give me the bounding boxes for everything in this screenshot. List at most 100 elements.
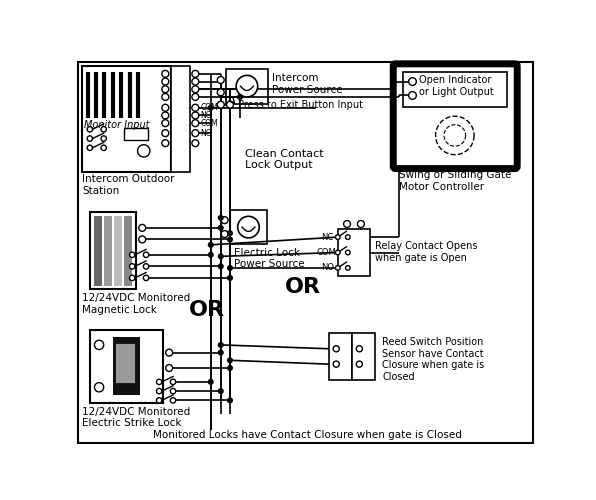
Circle shape [409, 78, 417, 86]
Circle shape [162, 70, 169, 78]
Circle shape [238, 216, 259, 238]
Bar [104, 216, 112, 286]
Text: Intercom Outdoor
Station: Intercom Outdoor Station [82, 174, 175, 196]
Text: OR: OR [285, 277, 321, 297]
Circle shape [129, 275, 135, 280]
Circle shape [336, 266, 340, 270]
Circle shape [346, 250, 350, 255]
Circle shape [95, 382, 104, 392]
Circle shape [209, 380, 213, 384]
Circle shape [87, 126, 92, 132]
Circle shape [129, 264, 135, 269]
Circle shape [226, 101, 234, 108]
Circle shape [228, 366, 232, 370]
Circle shape [144, 252, 149, 258]
Circle shape [219, 254, 223, 258]
Text: Relay Contact Opens
when gate is Open: Relay Contact Opens when gate is Open [375, 241, 477, 262]
Bar [82, 66, 170, 172]
Circle shape [87, 145, 92, 150]
Circle shape [192, 78, 199, 85]
Circle shape [219, 350, 223, 355]
Circle shape [157, 388, 162, 394]
Circle shape [219, 226, 223, 230]
Circle shape [228, 358, 232, 362]
Bar [125, 128, 148, 140]
Circle shape [219, 216, 223, 220]
Text: 12/24VDC Monitored
Electric Strike Lock: 12/24VDC Monitored Electric Strike Lock [82, 406, 190, 428]
Text: Monitor Input: Monitor Input [83, 120, 149, 130]
Circle shape [192, 94, 199, 100]
Bar [115, 344, 135, 384]
Circle shape [101, 145, 107, 150]
Text: Clean Contact
Lock Output: Clean Contact Lock Output [246, 148, 324, 170]
Circle shape [170, 388, 176, 394]
Circle shape [209, 242, 213, 247]
Text: Swing or Sliding Gate
Motor Controller: Swing or Sliding Gate Motor Controller [399, 170, 512, 192]
Circle shape [236, 76, 257, 97]
Circle shape [162, 94, 169, 100]
Bar [403, 72, 507, 107]
Circle shape [101, 136, 107, 141]
Bar [113, 337, 140, 395]
Circle shape [228, 237, 232, 242]
Circle shape [144, 264, 149, 269]
Circle shape [129, 252, 135, 258]
Circle shape [162, 112, 169, 119]
Text: OR: OR [189, 300, 225, 320]
Circle shape [192, 120, 199, 126]
Circle shape [238, 94, 243, 100]
Circle shape [192, 70, 199, 78]
Circle shape [219, 342, 223, 347]
Text: Reed Switch Position
Sensor have Contact
Closure when gate is
Closed: Reed Switch Position Sensor have Contact… [383, 337, 485, 382]
Circle shape [87, 136, 92, 141]
Bar [114, 216, 122, 286]
Circle shape [409, 92, 417, 100]
Circle shape [228, 398, 232, 402]
Circle shape [209, 252, 213, 257]
Text: Open Indicator
or Light Output: Open Indicator or Light Output [418, 76, 493, 97]
Circle shape [157, 379, 162, 384]
Text: Electric Lock
Power Source: Electric Lock Power Source [234, 248, 305, 270]
Circle shape [144, 275, 149, 280]
Circle shape [139, 236, 145, 243]
Circle shape [138, 144, 150, 157]
Circle shape [333, 346, 339, 352]
Text: Press to Exit Button Input: Press to Exit Button Input [238, 100, 363, 110]
Circle shape [346, 266, 350, 270]
Circle shape [192, 140, 199, 146]
Text: NO: NO [321, 264, 334, 272]
Circle shape [218, 101, 224, 108]
Bar [338, 230, 370, 276]
Circle shape [218, 76, 224, 84]
Circle shape [192, 112, 199, 119]
Circle shape [162, 130, 169, 136]
Text: Intercom
Power Source: Intercom Power Source [272, 73, 343, 94]
Bar [124, 216, 132, 286]
Circle shape [343, 220, 350, 228]
Circle shape [95, 340, 104, 349]
Circle shape [218, 89, 224, 96]
Text: 12/24VDC Monitored
Magnetic Lock: 12/24VDC Monitored Magnetic Lock [82, 294, 190, 315]
Circle shape [192, 86, 199, 92]
Circle shape [162, 78, 169, 85]
Circle shape [162, 104, 169, 111]
Circle shape [157, 398, 162, 403]
Circle shape [139, 224, 145, 232]
Circle shape [101, 126, 107, 132]
Circle shape [333, 361, 339, 367]
Circle shape [228, 231, 232, 235]
Text: Monitored Locks have Contact Closure when gate is Closed: Monitored Locks have Contact Closure whe… [153, 430, 461, 440]
Circle shape [358, 220, 364, 228]
Circle shape [209, 106, 213, 110]
Circle shape [336, 250, 340, 255]
Circle shape [221, 216, 228, 224]
Bar [170, 66, 190, 172]
FancyBboxPatch shape [393, 64, 517, 168]
Circle shape [192, 104, 199, 111]
Circle shape [162, 86, 169, 92]
Bar [94, 216, 102, 286]
Circle shape [221, 230, 228, 237]
Bar [328, 334, 352, 380]
Circle shape [166, 349, 173, 356]
Bar [226, 69, 268, 104]
